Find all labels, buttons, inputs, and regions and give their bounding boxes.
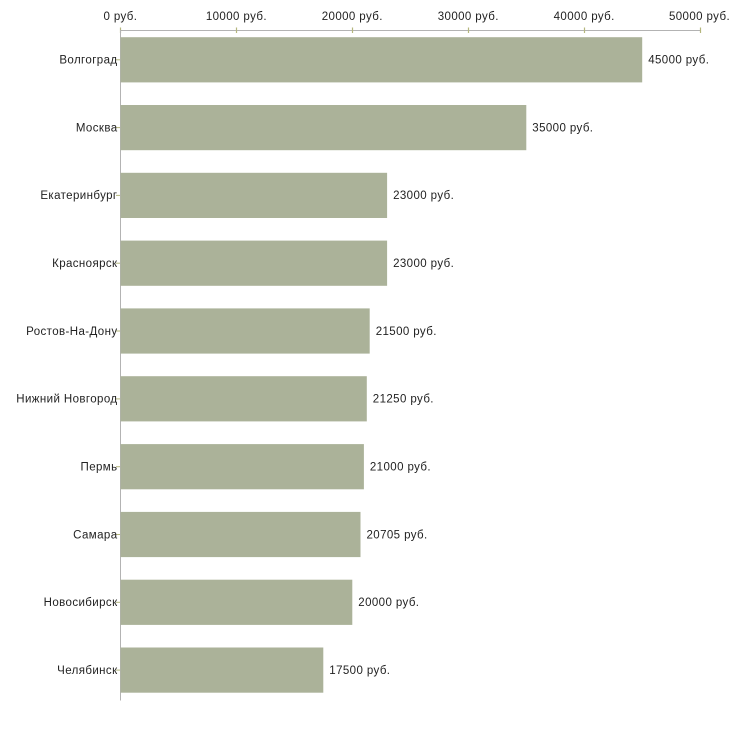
svg-text:20000 руб.: 20000 руб. (358, 597, 419, 609)
svg-text:Пермь: Пермь (81, 462, 118, 474)
svg-text:Новосибирск: Новосибирск (44, 597, 118, 609)
svg-text:Ростов-На-Дону: Ростов-На-Дону (26, 326, 117, 338)
svg-text:23000 руб.: 23000 руб. (393, 190, 454, 202)
svg-text:Самара: Самара (73, 529, 118, 541)
svg-text:Волгоград: Волгоград (59, 55, 117, 67)
svg-text:Нижний Новгород: Нижний Новгород (16, 394, 117, 406)
svg-text:23000 руб.: 23000 руб. (393, 258, 454, 270)
svg-text:0 руб.: 0 руб. (103, 11, 137, 23)
svg-text:10000 руб.: 10000 руб. (206, 11, 267, 23)
svg-text:17500 руб.: 17500 руб. (329, 665, 390, 677)
svg-text:40000 руб.: 40000 руб. (554, 11, 615, 23)
svg-text:20705 руб.: 20705 руб. (367, 529, 428, 541)
svg-text:Красноярск: Красноярск (52, 258, 118, 270)
svg-text:Москва: Москва (76, 122, 118, 134)
svg-text:30000 руб.: 30000 руб. (438, 11, 499, 23)
svg-text:Екатеринбург: Екатеринбург (40, 190, 117, 202)
svg-text:50000 руб.: 50000 руб. (669, 11, 730, 23)
svg-text:21000 руб.: 21000 руб. (370, 462, 431, 474)
svg-text:45000 руб.: 45000 руб. (648, 55, 709, 67)
svg-text:21250 руб.: 21250 руб. (373, 394, 434, 406)
svg-text:35000 руб.: 35000 руб. (532, 122, 593, 134)
svg-text:20000 руб.: 20000 руб. (322, 11, 383, 23)
svg-text:Челябинск: Челябинск (57, 665, 118, 677)
svg-text:21500 руб.: 21500 руб. (376, 326, 437, 338)
